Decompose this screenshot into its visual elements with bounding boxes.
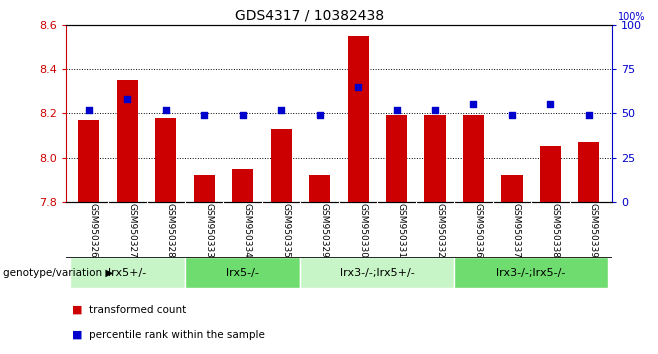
Bar (270, 129, 291, 202)
Bar (193, 175, 215, 202)
Bar (309, 175, 330, 202)
Text: lrx3-/-;lrx5-/-: lrx3-/-;lrx5-/- (497, 268, 566, 278)
Text: GSM950329: GSM950329 (320, 204, 328, 258)
Text: GSM950326: GSM950326 (89, 204, 98, 258)
Text: genotype/variation ▶: genotype/variation ▶ (3, 268, 114, 278)
Text: GSM950334: GSM950334 (243, 204, 252, 258)
Text: ■: ■ (72, 305, 83, 315)
Bar (116, 80, 138, 202)
Point (468, 102, 479, 107)
Bar (540, 147, 561, 202)
Bar (155, 118, 176, 202)
Text: GSM950332: GSM950332 (435, 204, 444, 258)
Bar (386, 115, 407, 202)
Text: GSM950338: GSM950338 (550, 204, 559, 258)
Text: lrx5+/-: lrx5+/- (108, 268, 147, 278)
Text: GSM950331: GSM950331 (397, 204, 405, 258)
Point (199, 112, 209, 118)
Bar (424, 115, 445, 202)
Bar (70, 257, 185, 288)
Bar (454, 257, 608, 288)
Text: transformed count: transformed count (89, 305, 186, 315)
Text: GSM950337: GSM950337 (512, 204, 521, 258)
Point (238, 112, 248, 118)
Text: GSM950330: GSM950330 (358, 204, 367, 258)
Bar (347, 36, 368, 202)
Bar (185, 257, 301, 288)
Text: GSM950327: GSM950327 (128, 204, 136, 258)
Text: GSM950328: GSM950328 (166, 204, 175, 258)
Bar (501, 175, 522, 202)
Point (122, 96, 133, 102)
Text: lrx3-/-;lrx5+/-: lrx3-/-;lrx5+/- (340, 268, 415, 278)
Point (430, 107, 440, 113)
Bar (578, 142, 599, 202)
Text: GSM950336: GSM950336 (474, 204, 482, 258)
Point (315, 112, 325, 118)
Bar (301, 257, 454, 288)
Text: GSM950339: GSM950339 (589, 204, 598, 258)
Bar (463, 115, 484, 202)
Point (545, 102, 555, 107)
Point (84, 107, 94, 113)
Point (353, 84, 363, 90)
Point (276, 107, 286, 113)
Text: GSM950333: GSM950333 (204, 204, 213, 258)
Text: ■: ■ (72, 330, 83, 339)
Point (507, 112, 517, 118)
Bar (232, 169, 253, 202)
Bar (78, 120, 99, 202)
Point (161, 107, 171, 113)
Point (584, 112, 594, 118)
Text: GDS4317 / 10382438: GDS4317 / 10382438 (235, 9, 384, 23)
Text: lrx5-/-: lrx5-/- (226, 268, 259, 278)
Text: GSM950335: GSM950335 (281, 204, 290, 258)
Point (392, 107, 402, 113)
Text: percentile rank within the sample: percentile rank within the sample (89, 330, 265, 339)
Text: 100%: 100% (617, 12, 645, 22)
